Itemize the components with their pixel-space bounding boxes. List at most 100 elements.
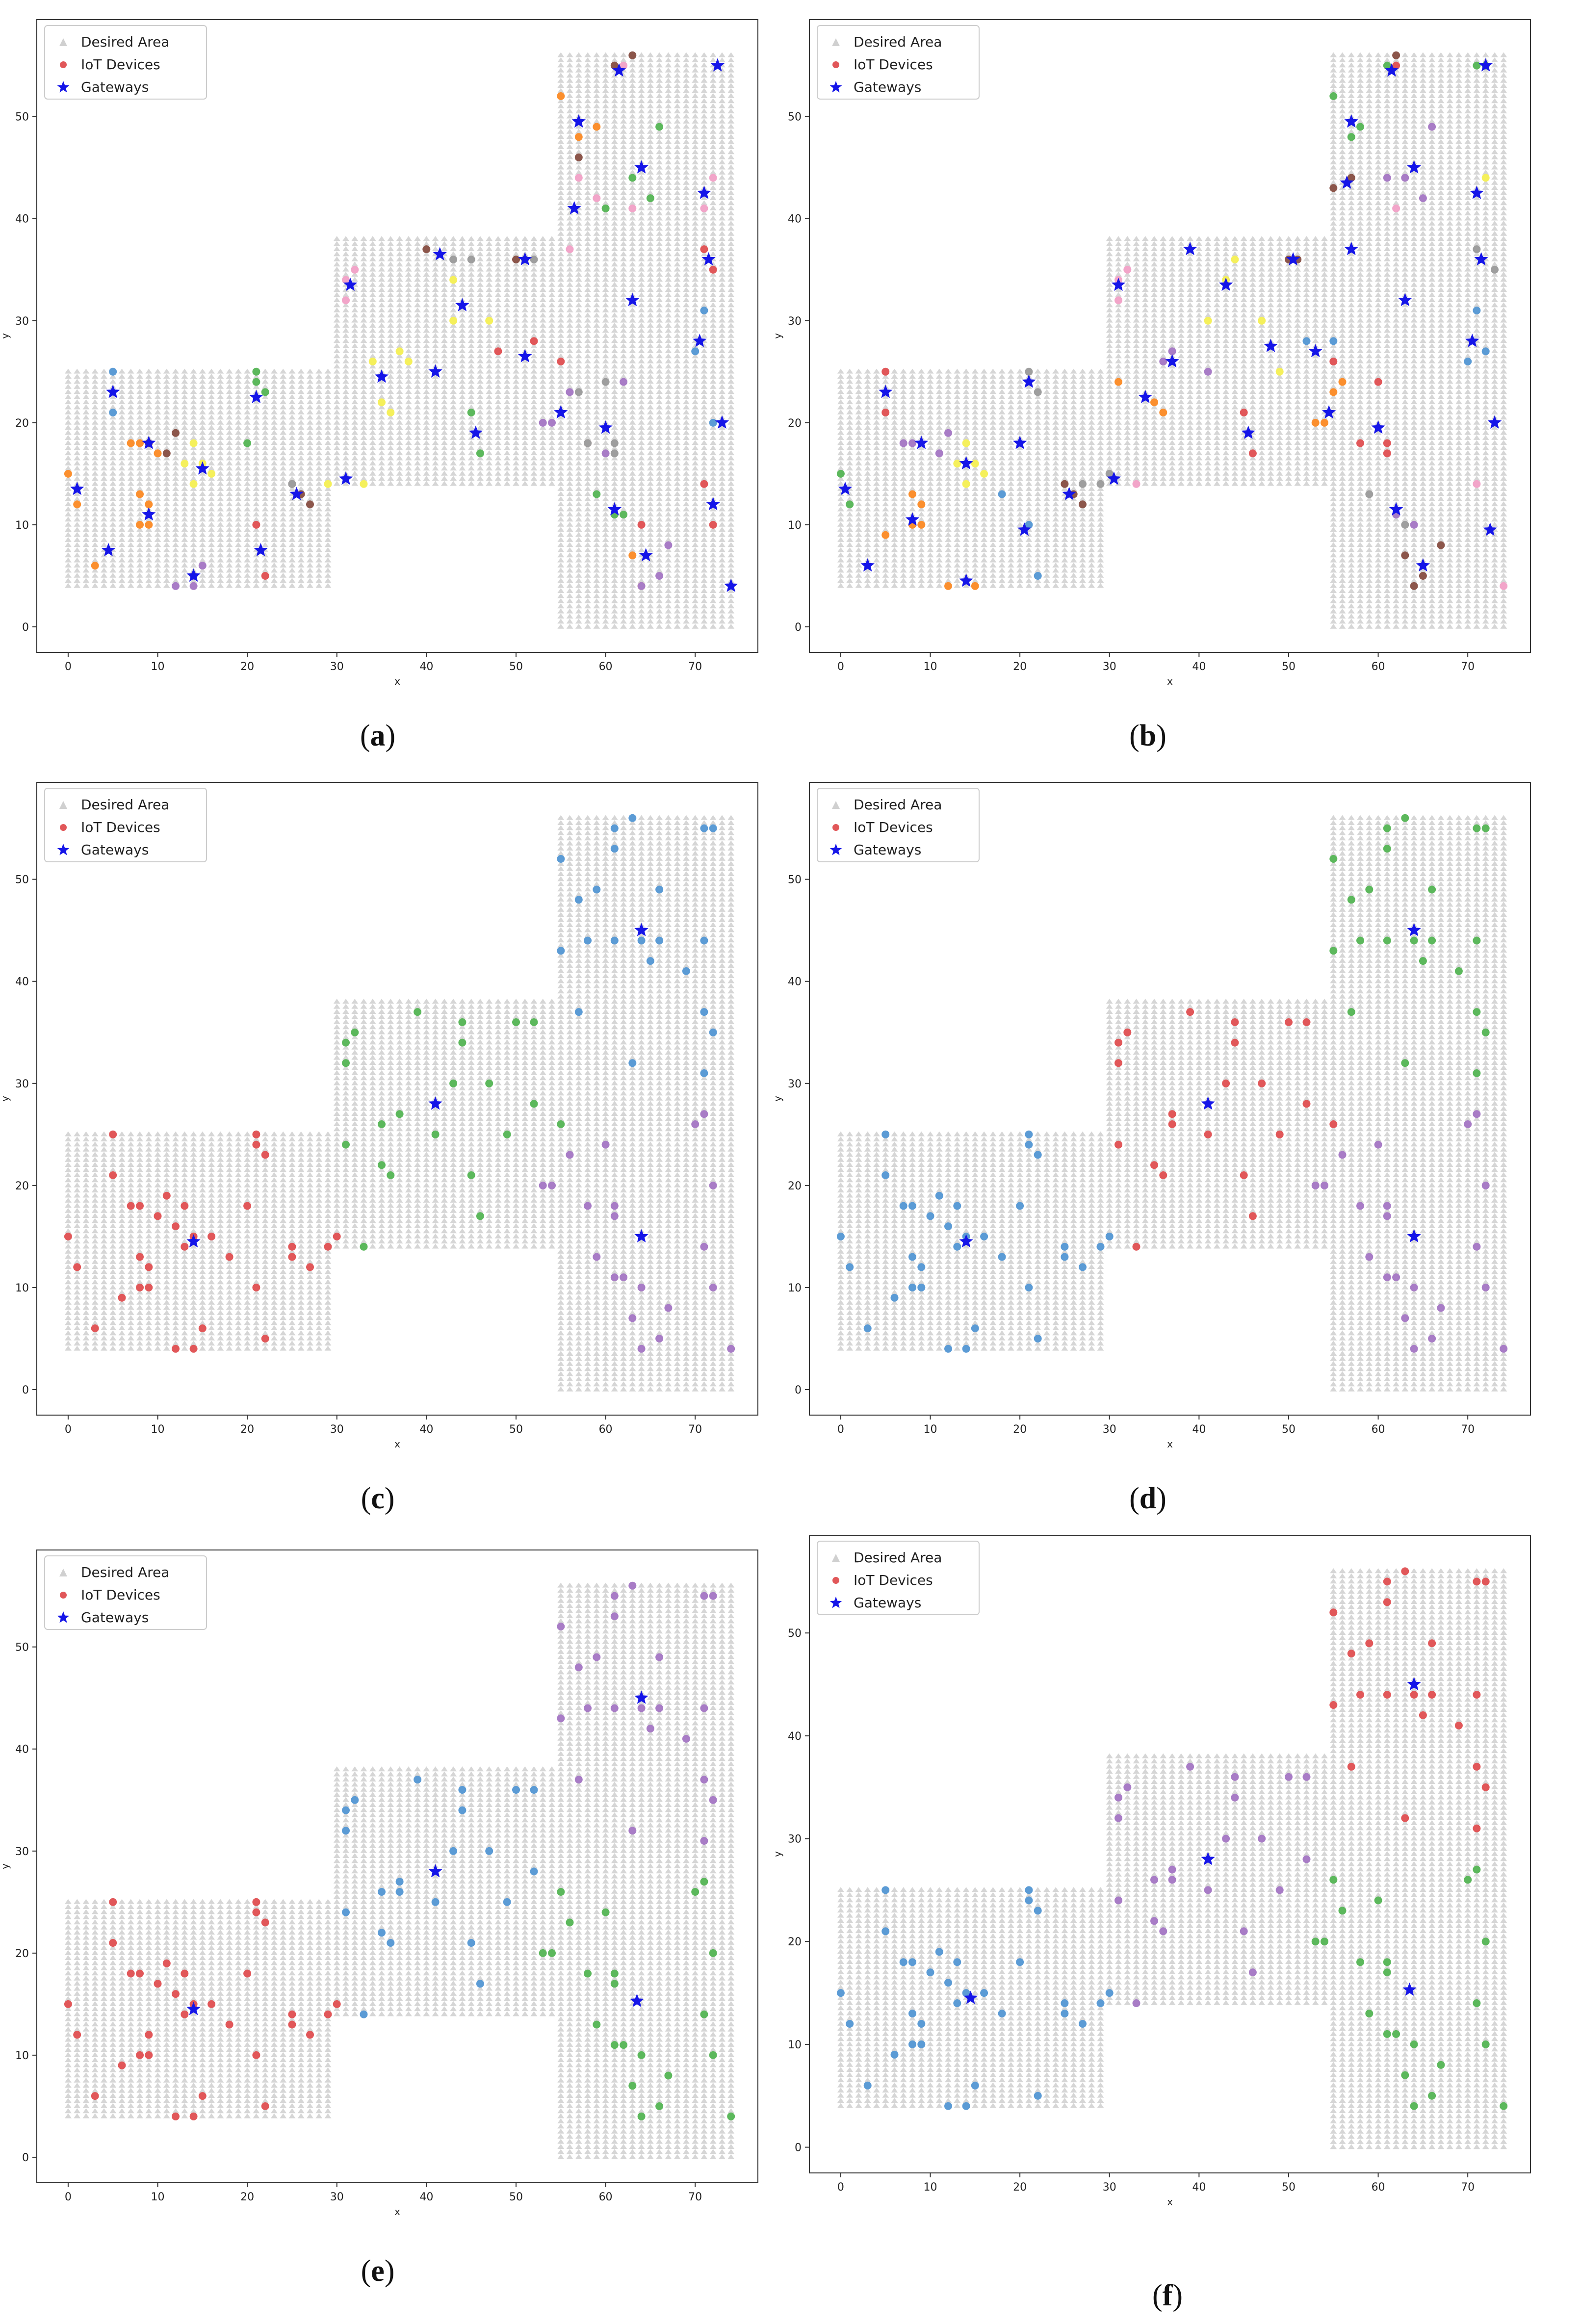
legend-device-marker (60, 61, 67, 68)
device-point (709, 174, 717, 182)
device-point (628, 174, 636, 182)
device-point (199, 562, 207, 569)
device-point (557, 92, 565, 100)
device-point (664, 542, 672, 549)
device-point (494, 347, 502, 355)
device-point (700, 307, 708, 314)
device-point (396, 347, 404, 355)
device-point (145, 521, 153, 529)
device-point (73, 500, 81, 508)
device-point (628, 551, 636, 559)
device-point (700, 245, 708, 253)
device-point (602, 205, 610, 212)
device-point (449, 256, 457, 263)
y-tick-label: 20 (15, 417, 29, 430)
device-point (449, 317, 457, 325)
device-point (512, 256, 520, 263)
x-axis-label: x (394, 675, 400, 687)
device-point (154, 449, 162, 457)
device-point (369, 358, 377, 365)
y-tick-label: 40 (15, 213, 29, 226)
device-point (109, 368, 117, 376)
device-point (647, 194, 654, 202)
device-point (449, 276, 457, 284)
device-point (575, 133, 583, 141)
device-point (342, 296, 350, 304)
device-point (190, 480, 198, 488)
device-point (691, 347, 699, 355)
y-axis-label: y (0, 333, 11, 339)
device-point (611, 439, 619, 447)
device-point (127, 439, 135, 447)
device-point (611, 449, 619, 457)
device-point (306, 500, 314, 508)
device-point (709, 266, 717, 274)
x-tick-label: 0 (65, 661, 72, 673)
device-point (476, 449, 484, 457)
device-point (566, 388, 574, 396)
device-point (378, 398, 386, 406)
device-point (252, 521, 260, 529)
x-tick-label: 70 (688, 661, 702, 673)
device-point (620, 378, 627, 386)
legend-label: Desired Area (81, 34, 169, 50)
device-point (288, 480, 296, 488)
device-point (252, 368, 260, 376)
device-point (91, 562, 99, 569)
device-point (172, 429, 180, 437)
device-point (136, 439, 144, 447)
device-point (387, 409, 394, 416)
legend-label: Gateways (81, 79, 149, 95)
device-point (190, 582, 198, 590)
device-point (145, 500, 153, 508)
x-tick-label: 50 (509, 661, 523, 673)
device-point (709, 521, 717, 529)
device-point (64, 470, 72, 478)
x-tick-label: 60 (599, 661, 613, 673)
device-point (566, 245, 574, 253)
device-point (539, 419, 547, 427)
y-tick-label: 10 (15, 519, 29, 532)
device-point (252, 378, 260, 386)
device-point (467, 256, 475, 263)
device-point (700, 205, 708, 212)
device-point (190, 439, 198, 447)
device-point (530, 256, 538, 263)
device-point (261, 388, 269, 396)
device-point (602, 449, 610, 457)
x-tick-label: 10 (151, 661, 165, 673)
device-point (422, 245, 430, 253)
device-point (575, 174, 583, 182)
device-point (638, 582, 646, 590)
device-point (181, 460, 188, 467)
device-point (602, 378, 610, 386)
device-point (557, 358, 565, 365)
device-point (575, 154, 583, 161)
y-tick-label: 0 (22, 621, 29, 634)
device-point (243, 439, 251, 447)
device-point (548, 419, 556, 427)
x-tick-label: 30 (330, 661, 344, 673)
device-point (136, 521, 144, 529)
y-tick-label: 30 (15, 315, 29, 328)
device-point (351, 266, 359, 274)
x-tick-label: 40 (419, 661, 433, 673)
device-point (593, 491, 600, 498)
device-point (324, 480, 332, 488)
device-point (575, 388, 583, 396)
device-point (700, 480, 708, 488)
device-point (530, 337, 538, 345)
device-point (655, 123, 663, 131)
device-point (638, 521, 646, 529)
device-point (593, 123, 600, 131)
device-point (620, 511, 627, 518)
device-point (485, 317, 493, 325)
device-point (360, 480, 368, 488)
device-point (207, 470, 215, 478)
device-point (467, 409, 475, 416)
